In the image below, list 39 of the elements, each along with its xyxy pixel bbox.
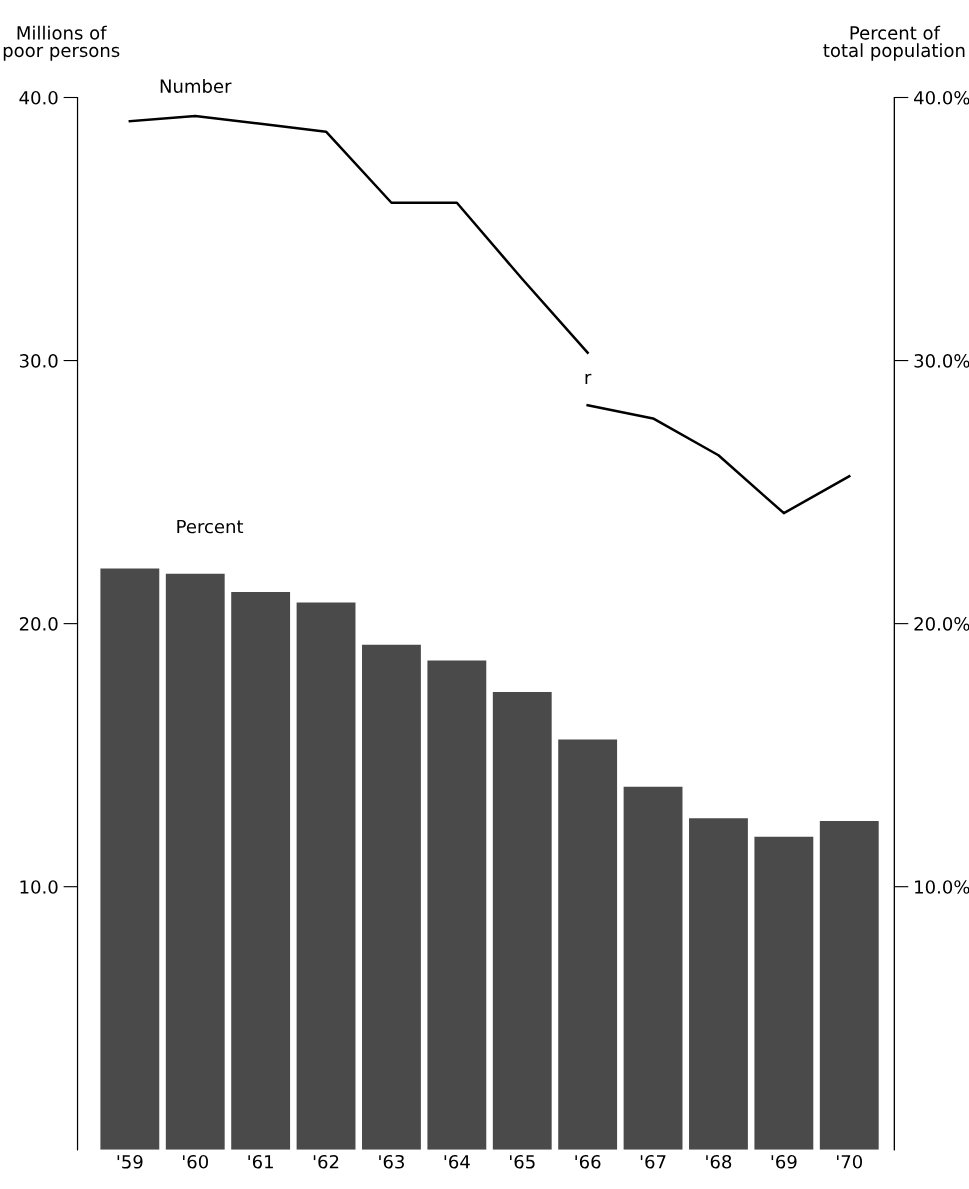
y2-tick-label: 30.0% [914,354,969,368]
text: Percent [177,519,244,534]
bar [427,660,487,1150]
y-tick-label: 30.0 [19,354,58,368]
y-tick-label: 40.0 [19,90,58,105]
y-tick-label: 20.0 [19,617,58,631]
bar [100,568,160,1150]
y-tick-label: 10.0 [20,880,58,894]
series-label: Number [160,78,232,93]
y-axis-title: Millions of poor persons [3,25,120,61]
bar [296,602,356,1150]
bar [231,592,291,1150]
bar [165,573,225,1150]
bar [362,644,421,1150]
x-tick-label: '68 [706,1154,732,1169]
x-tick-label: '62 [313,1154,339,1169]
y2-axis-title: Percent of total population [823,25,965,61]
bar [689,818,748,1150]
x-tick-label: '59 [117,1154,143,1169]
bar [492,692,552,1150]
bar [819,820,879,1150]
x-tick-label: '64 [444,1154,470,1169]
y2-tick-label: 10.0% [915,880,969,894]
line-series [586,404,851,515]
x-tick-label: '66 [575,1154,601,1169]
y2-tick-label: 40.0% [914,90,969,105]
bar [558,739,618,1150]
x-tick-label: '61 [248,1154,273,1169]
x-tick-label: '69 [771,1154,797,1169]
x-tick-label: '70 [837,1154,863,1169]
x-tick-label: '63 [379,1154,404,1169]
x-tick-label: '65 [510,1154,535,1169]
bar [754,836,814,1150]
x-tick-label: '60 [183,1154,209,1169]
x-tick-label: '67 [640,1154,666,1169]
annotation: r [585,373,592,384]
y2-tick-label: 20.0% [914,617,969,631]
line-series [128,114,589,354]
bar [623,786,683,1150]
